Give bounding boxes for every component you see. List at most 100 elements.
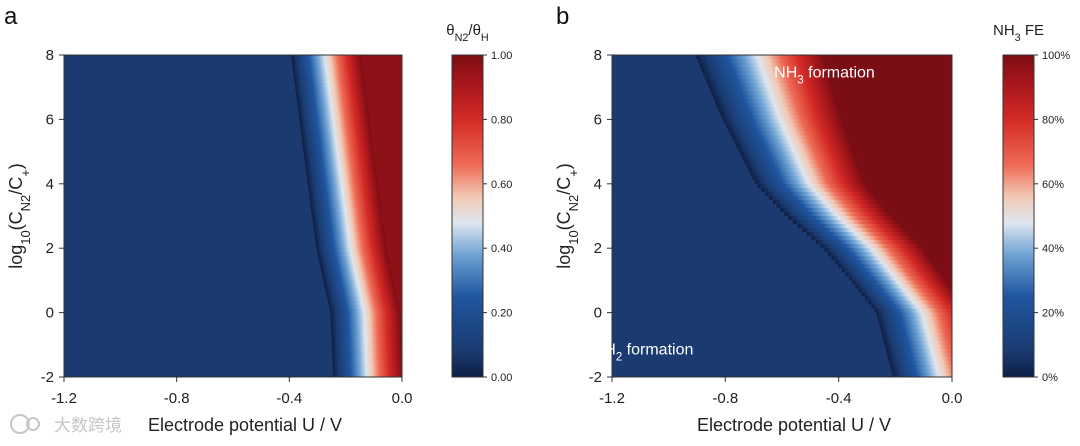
heatmap-cell <box>729 131 847 137</box>
colorbar-tick-label: 60% <box>1042 179 1064 191</box>
heatmap-cell <box>371 135 402 141</box>
heatmap-cell <box>612 248 825 253</box>
heatmap-cell <box>612 292 862 298</box>
heatmap-cell <box>815 240 917 245</box>
heatmap-cell <box>365 91 402 96</box>
heatmap-cell <box>64 220 313 225</box>
colorbar-tick-label: 0.80 <box>491 114 512 126</box>
plot-frame <box>611 54 953 378</box>
x-axis-label: Electrode potential U / V <box>697 415 891 435</box>
x-axis-label: Electrode potential U / V <box>148 415 342 435</box>
heatmap-cell <box>746 163 859 169</box>
heatmap-cell <box>64 292 327 298</box>
colorbar-title-sub: H <box>481 32 489 44</box>
heatmap-cell <box>296 95 367 100</box>
heatmap-cell <box>362 63 402 68</box>
heatmap-cell <box>381 207 402 213</box>
heatmap-cell <box>64 55 292 60</box>
heatmap <box>612 55 952 377</box>
heatmap-cell <box>612 107 719 112</box>
heatmap-cell <box>612 300 869 306</box>
heatmap-cell <box>373 151 402 157</box>
heatmap-cell <box>892 372 952 377</box>
heatmap-cell <box>711 91 835 96</box>
heatmap-cell <box>612 67 702 72</box>
heatmap-cell <box>64 264 321 269</box>
colorbar-title-part: FE <box>1021 22 1044 39</box>
annotation-sub: 2 <box>616 351 622 363</box>
heatmap-cell <box>314 236 385 241</box>
heatmap-cell <box>291 59 362 64</box>
heatmap-cell <box>303 151 374 157</box>
heatmap-cell <box>64 59 292 64</box>
y-tick-label: -2 <box>41 369 54 386</box>
heatmap-cell <box>612 268 842 273</box>
heatmap-cell <box>295 91 366 96</box>
heatmap-cell <box>382 216 402 221</box>
y-axis-label: log10(CN2/C+) <box>554 163 581 269</box>
heatmap-cell <box>612 211 785 217</box>
heatmap-cell <box>612 368 892 374</box>
heatmap-cell <box>64 308 330 314</box>
heatmap-cell <box>64 240 316 245</box>
heatmap-cell <box>612 59 698 64</box>
heatmap-cell <box>376 167 402 173</box>
heatmap-cell <box>612 264 839 269</box>
heatmap-cell <box>64 284 325 290</box>
heatmap-cell <box>841 268 939 273</box>
heatmap-cell <box>64 207 312 213</box>
heatmap-cell <box>64 372 334 377</box>
heatmap-cell <box>295 87 366 92</box>
heatmap-cell <box>321 268 392 273</box>
heatmap-cell <box>294 79 365 84</box>
heatmap-cell <box>293 71 364 76</box>
watermark-logo-icon <box>26 417 40 431</box>
colorbar-tick-label: 0% <box>1042 372 1058 384</box>
heatmap-cell <box>838 264 936 269</box>
heatmap-cell <box>612 308 875 314</box>
heatmap-cell <box>702 71 829 76</box>
heatmap-cell <box>889 360 952 366</box>
heatmap-cell <box>303 147 374 153</box>
x-tick-label: -0.8 <box>164 390 190 407</box>
heatmap-cell <box>330 324 401 330</box>
colorbar-title-part: /θ <box>468 22 481 39</box>
heatmap-cell <box>716 103 838 108</box>
heatmap-cell <box>696 55 825 60</box>
heatmap-cell <box>64 67 293 72</box>
heatmap-cell <box>64 71 294 76</box>
heatmap-cell <box>395 288 402 294</box>
y-label-sub: + <box>566 169 581 177</box>
heatmap-cell <box>380 199 402 205</box>
colorbar <box>1002 54 1035 378</box>
heatmap-cell <box>865 296 952 302</box>
heatmap-cell <box>293 75 364 80</box>
heatmap-cell <box>765 191 874 197</box>
heatmap-cell <box>64 211 312 217</box>
heatmap-cell <box>396 292 402 298</box>
heatmap-cell <box>612 103 717 108</box>
heatmap-cell <box>64 316 331 322</box>
y-tick-label: 2 <box>46 240 54 257</box>
heatmap-cell <box>313 224 384 229</box>
x-tick-label: -0.4 <box>276 390 302 407</box>
heatmap-cell <box>64 155 305 161</box>
heatmap-cell <box>374 155 402 161</box>
heatmap-cell <box>612 348 887 354</box>
heatmap-cell <box>298 111 369 116</box>
panel-b: -1.2 -0.8 -0.4 0.0 -2 0 2 4 6 8 Electrode potentia… <box>554 3 1070 435</box>
heatmap-cell <box>793 220 897 225</box>
heatmap-cell <box>394 284 402 290</box>
heatmap-cell <box>876 312 952 318</box>
heatmap-cell <box>64 288 326 294</box>
colorbar-tick-label: 20% <box>1042 308 1064 320</box>
heatmap-cell <box>64 79 295 84</box>
heatmap-cell <box>398 300 402 306</box>
heatmap-cell <box>788 216 893 221</box>
heatmap-cell <box>612 312 877 318</box>
heatmap-cell <box>64 320 331 326</box>
heatmap-cell <box>868 300 952 306</box>
heatmap-cell <box>371 131 402 137</box>
heatmap-cell <box>64 203 311 209</box>
heatmap-cell <box>385 240 402 245</box>
